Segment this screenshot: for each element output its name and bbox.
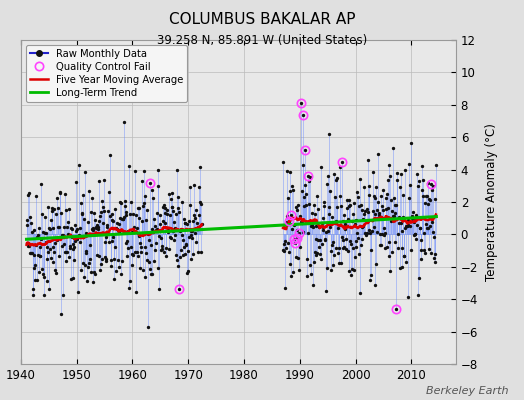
Y-axis label: Temperature Anomaly (°C): Temperature Anomaly (°C) bbox=[485, 123, 498, 281]
Text: 39.258 N, 85.891 W (United States): 39.258 N, 85.891 W (United States) bbox=[157, 34, 367, 47]
Text: Berkeley Earth: Berkeley Earth bbox=[426, 386, 508, 396]
Text: COLUMBUS BAKALAR AP: COLUMBUS BAKALAR AP bbox=[169, 12, 355, 27]
Legend: Raw Monthly Data, Quality Control Fail, Five Year Moving Average, Long-Term Tren: Raw Monthly Data, Quality Control Fail, … bbox=[26, 45, 188, 102]
